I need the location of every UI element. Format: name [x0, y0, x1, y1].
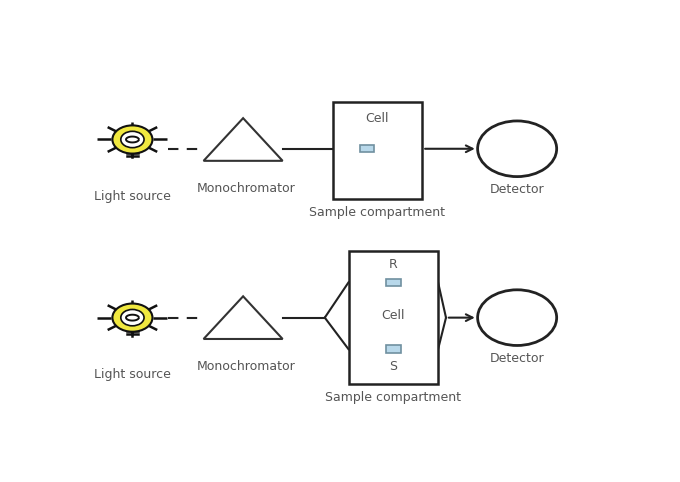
Text: S: S	[389, 361, 397, 374]
Bar	[348, 251, 438, 385]
Circle shape	[121, 309, 144, 326]
Polygon shape	[203, 118, 283, 161]
Circle shape	[112, 125, 152, 154]
Text: Light source: Light source	[94, 368, 171, 381]
Text: Detector: Detector	[490, 183, 545, 196]
Bar	[386, 279, 401, 286]
Bar	[386, 346, 401, 353]
Text: R: R	[389, 258, 398, 271]
Circle shape	[477, 290, 557, 346]
Text: Sample compartment: Sample compartment	[325, 391, 461, 404]
Circle shape	[477, 121, 557, 176]
Text: Cell: Cell	[381, 309, 405, 322]
Text: Detector: Detector	[490, 352, 545, 365]
Text: Light source: Light source	[94, 189, 171, 202]
Text: Monochromator: Monochromator	[197, 182, 295, 195]
Circle shape	[121, 131, 144, 147]
Circle shape	[112, 304, 152, 332]
Text: Cell: Cell	[366, 112, 389, 125]
Polygon shape	[203, 296, 283, 339]
Bar	[333, 102, 422, 199]
Bar	[360, 145, 374, 152]
Text: Monochromator: Monochromator	[197, 361, 295, 374]
Text: Sample compartment: Sample compartment	[309, 205, 445, 218]
